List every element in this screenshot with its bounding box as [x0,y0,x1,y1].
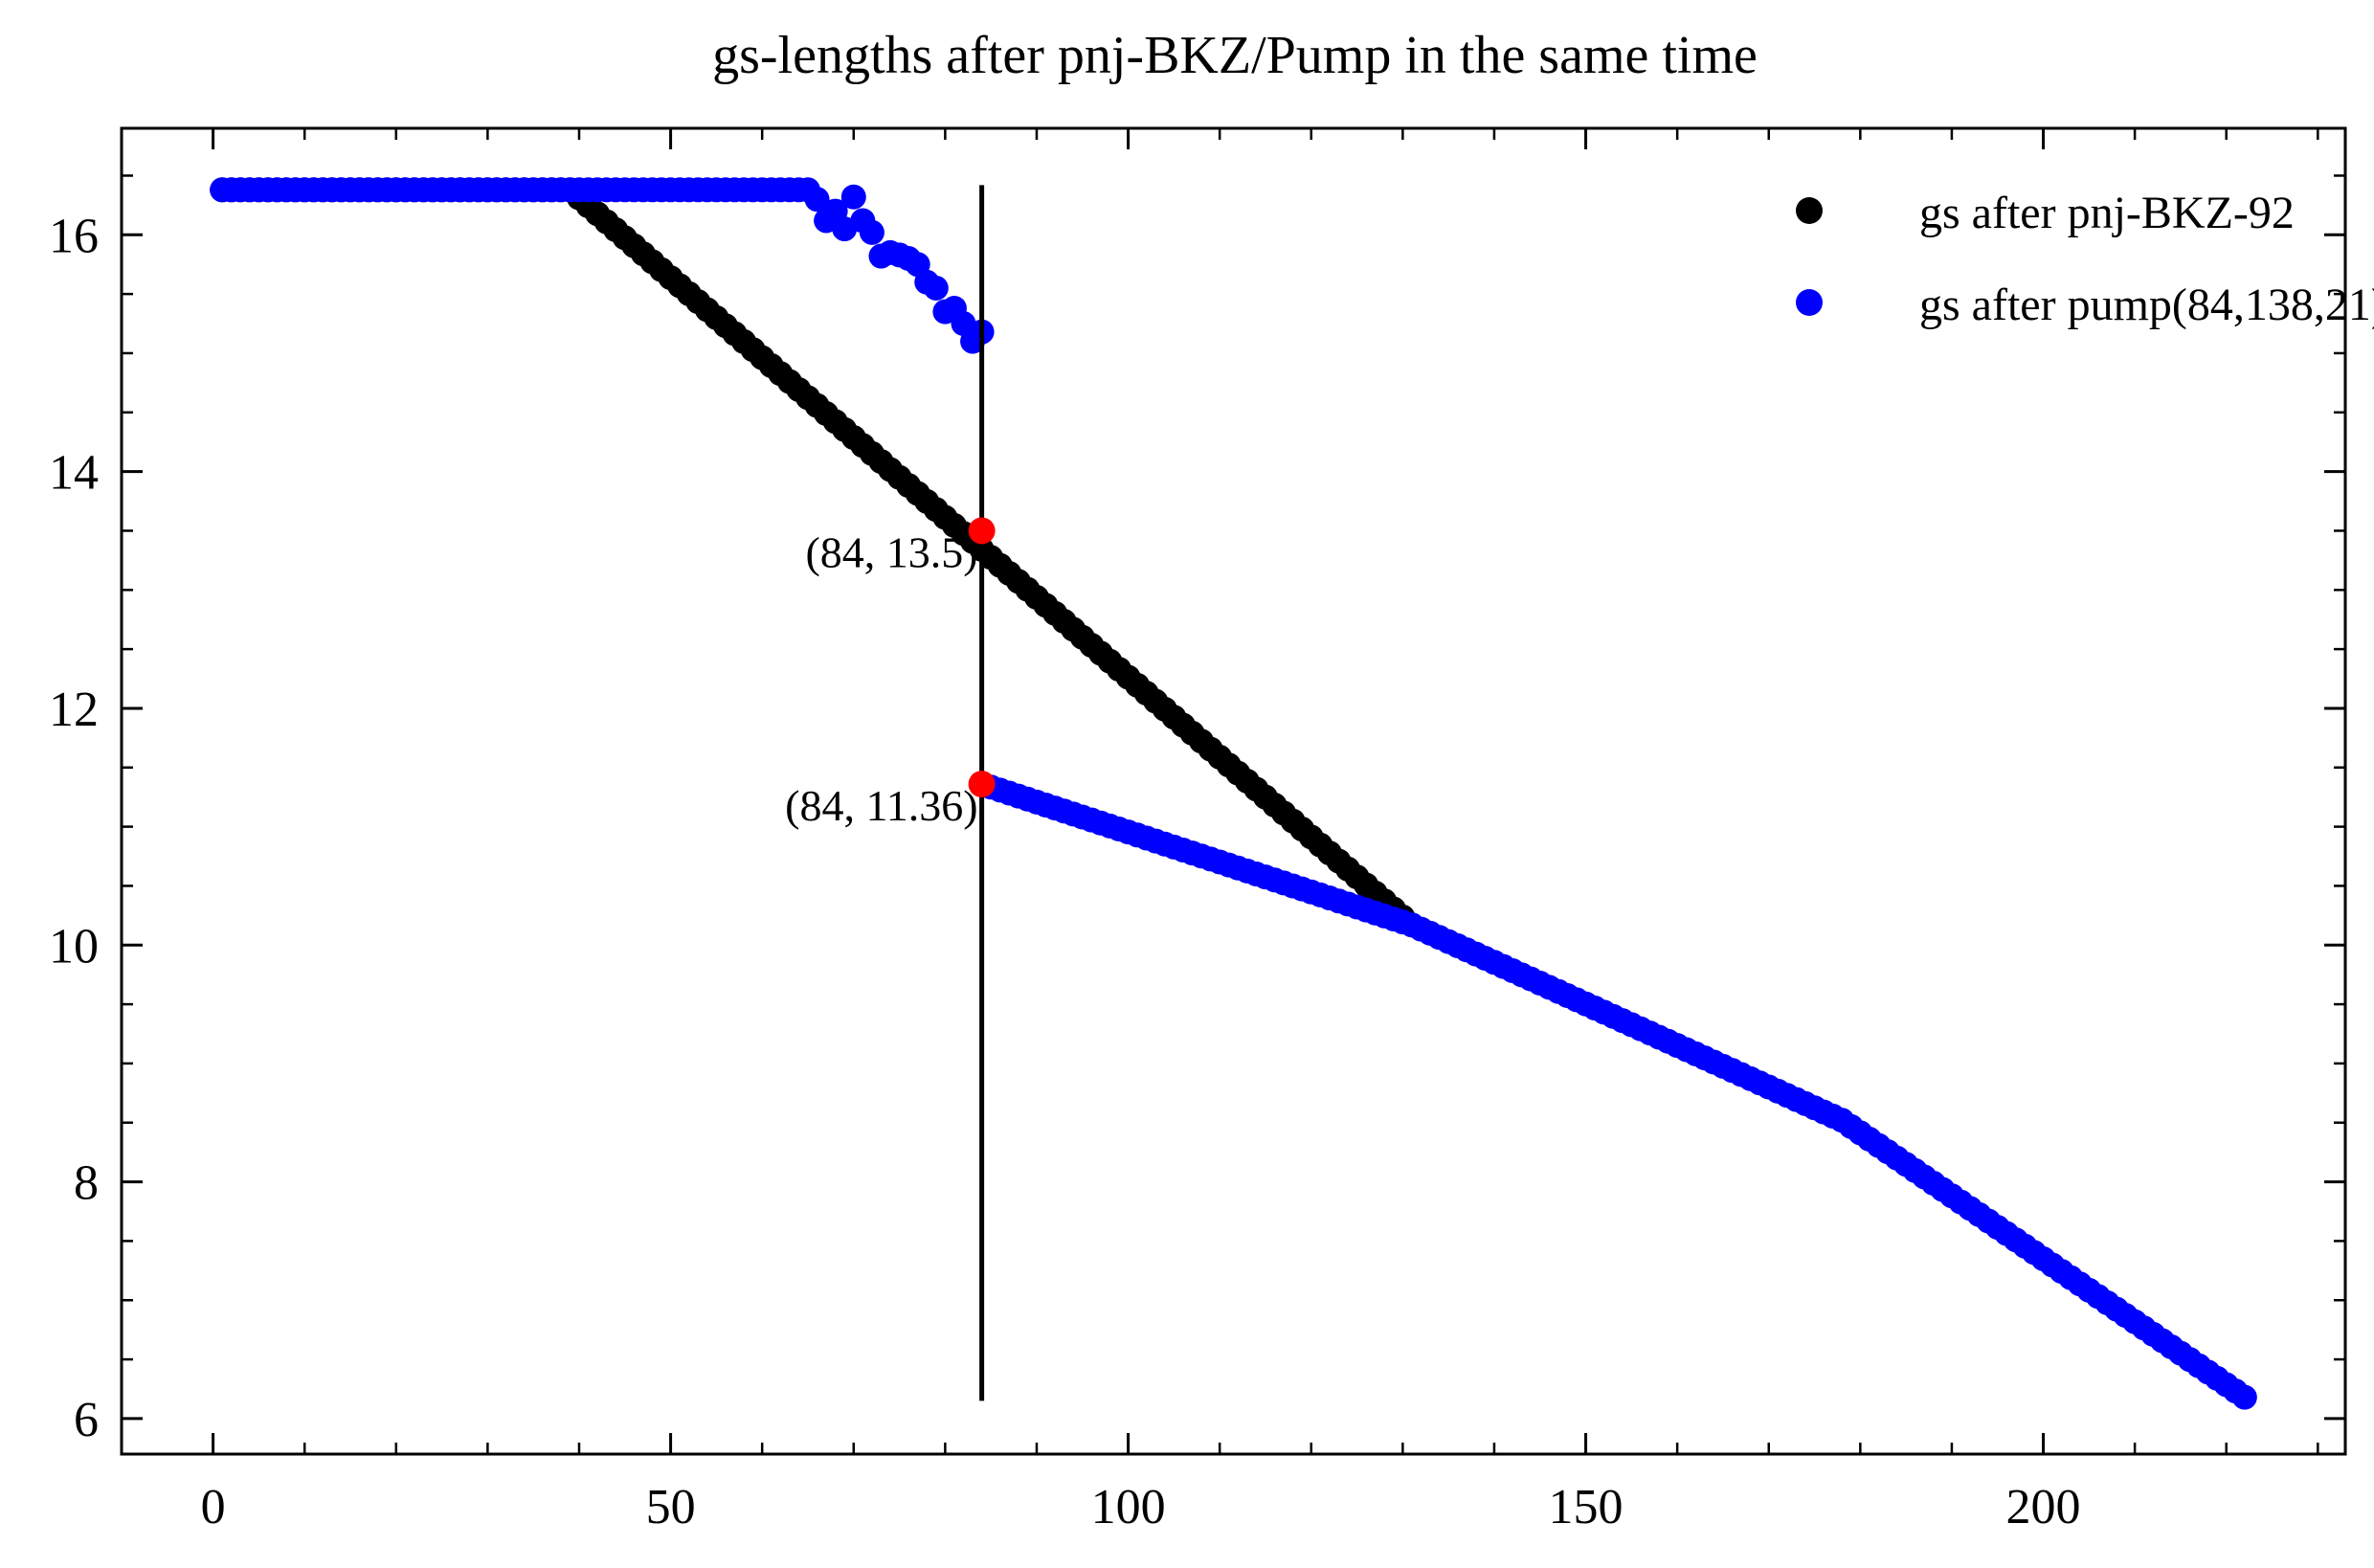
y-tick-label: 8 [74,1156,99,1211]
pump-point [804,187,830,213]
pump-point [786,177,812,203]
series-layer [210,177,2257,1410]
y-tick-label: 6 [74,1393,99,1447]
legend-marker-pnj-bkz [1796,197,1823,224]
legend-label-pnj-bkz: gs after pnj-BKZ-92 [1919,188,2295,238]
x-tick-label: 200 [2006,1480,2081,1534]
legend-label-pump: gs after pump(84,138,21) [1919,280,2374,330]
x-tick-label: 0 [201,1480,226,1534]
x-tick-label: 100 [1091,1480,1166,1534]
highlight-label: (84, 13.5) [805,527,977,576]
plot-frame [120,126,2347,1456]
chart-title: gs-lengths after pnj-BKZ/Pump in the sam… [712,26,1758,85]
legend: gs after pnj-BKZ-92 gs after pump(84,138… [1796,188,2374,330]
x-tick-label: 50 [646,1480,696,1534]
y-tick-label: 16 [49,209,99,263]
pump-point [2231,1384,2257,1410]
pump-point [840,184,866,210]
legend-marker-pump [1796,289,1823,316]
highlight-label: (84, 11.36) [785,781,977,830]
annotation-layer: (84, 13.5) (84, 11.36) [785,185,996,1401]
axes-layer: 0 50 100 150 200 6 8 10 12 14 16 [49,126,2347,1534]
pump-point [923,275,949,301]
x-tick-label: 150 [1549,1480,1624,1534]
y-tick-label: 12 [49,683,99,737]
pump-point [859,219,885,245]
highlight-point [968,771,996,798]
highlight-point [968,517,996,545]
y-tick-label: 10 [49,919,99,974]
y-tick-label: 14 [49,446,99,501]
